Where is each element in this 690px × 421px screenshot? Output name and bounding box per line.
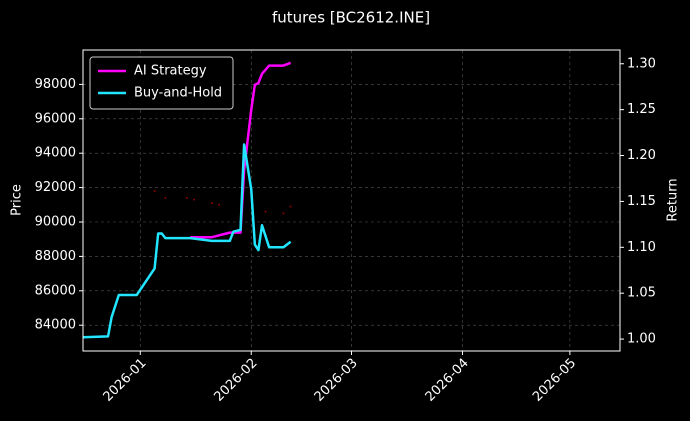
y2-tick-label: 1.20	[627, 148, 656, 163]
y2-tick-label: 1.30	[627, 56, 656, 71]
y2-tick-label: 1.00	[627, 332, 656, 347]
x-tick-label: 2026-03	[312, 356, 361, 405]
y2-tick-label: 1.10	[627, 240, 656, 255]
point	[153, 190, 156, 193]
y2-axis-label: Return	[666, 178, 681, 221]
y-axis-label: Price	[10, 184, 25, 216]
y-tick-label: 96000	[35, 111, 76, 126]
line	[82, 143, 292, 339]
y-tick-label: 84000	[35, 318, 76, 333]
y-tick-label: 92000	[35, 180, 76, 195]
x-tick-label: 2026-01	[101, 356, 150, 405]
y-tick-label: 98000	[35, 77, 76, 92]
legend-label: AI Strategy	[134, 64, 207, 79]
point	[282, 212, 285, 215]
x-tick-label: 2026-04	[423, 356, 472, 405]
point	[164, 196, 167, 199]
line	[190, 61, 292, 239]
y2-tick-label: 1.25	[627, 102, 656, 117]
y-tick-label: 94000	[35, 146, 76, 161]
plot-frame	[82, 49, 621, 352]
point	[289, 205, 292, 208]
point	[218, 203, 221, 206]
x-tick-label: 2026-02	[212, 356, 261, 405]
legend-label: Buy-and-Hold	[134, 86, 222, 101]
y-tick-label: 90000	[35, 215, 76, 230]
point	[264, 210, 267, 213]
y2-tick-label: 1.15	[627, 194, 656, 209]
y-tick-label: 88000	[35, 249, 76, 264]
x-tick-label: 2026-05	[530, 356, 579, 405]
y-tick-label: 86000	[35, 283, 76, 298]
point	[210, 202, 213, 205]
point	[192, 198, 195, 201]
chart-title: futures [BC2612.INE]	[272, 9, 430, 27]
point	[185, 196, 188, 199]
y2-tick-label: 1.05	[627, 286, 656, 301]
